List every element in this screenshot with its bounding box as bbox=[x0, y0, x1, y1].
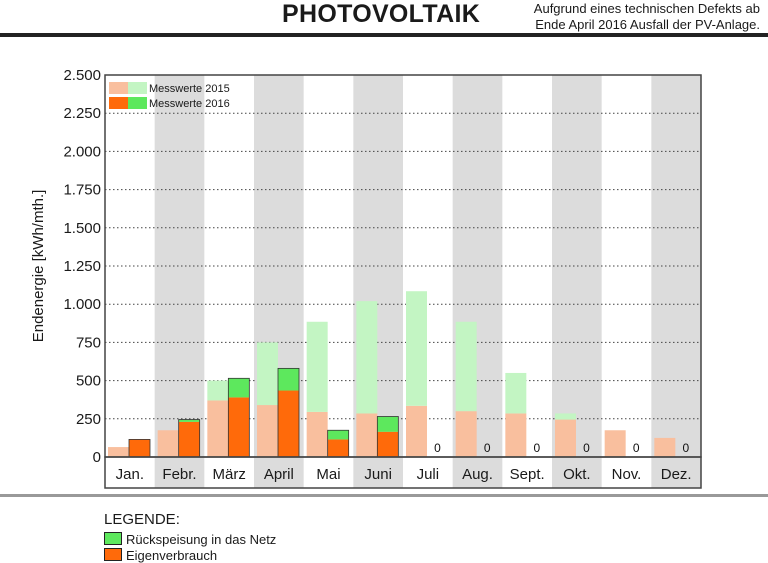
x-tick-label: Dez. bbox=[661, 466, 692, 483]
bar-2015-eigenverbrauch bbox=[356, 413, 378, 457]
y-tick-label: 2.000 bbox=[63, 143, 101, 160]
legend-swatch-rueckspeisung bbox=[104, 532, 122, 545]
y-tick-label: 1.000 bbox=[63, 296, 101, 313]
bar-2015-rueckspeisung bbox=[257, 342, 278, 406]
month-stripe bbox=[651, 75, 701, 488]
bar-2016-eigenverbrauch bbox=[228, 397, 250, 457]
bar-2015-rueckspeisung bbox=[356, 301, 378, 414]
bar-2015-eigenverbrauch bbox=[555, 419, 576, 457]
defect-note-line-1: Aufgrund eines technischen Defekts ab bbox=[533, 1, 760, 16]
zero-value-label: 0 bbox=[633, 441, 640, 455]
legend-label-eigenverbrauch: Eigenverbrauch bbox=[126, 548, 218, 563]
x-tick-label: Aug. bbox=[462, 466, 493, 483]
bar-2015-rueckspeisung bbox=[306, 321, 328, 412]
x-tick-label: Juni bbox=[364, 466, 392, 483]
defect-note: Aufgrund eines technischen Defekts ab En… bbox=[534, 1, 760, 33]
zero-value-label: 0 bbox=[434, 441, 441, 455]
bar-2016-rueckspeisung bbox=[278, 368, 299, 391]
bar-2015-eigenverbrauch bbox=[207, 400, 229, 457]
x-tick-label: März bbox=[212, 466, 245, 483]
y-tick-label: 750 bbox=[76, 334, 101, 351]
x-tick-label: Juli bbox=[417, 466, 440, 483]
bar-2015-rueckspeisung bbox=[505, 372, 527, 414]
legend-title: LEGENDE: bbox=[104, 511, 180, 528]
y-tick-label: 1.750 bbox=[63, 182, 101, 199]
bar-2015-eigenverbrauch bbox=[654, 437, 676, 457]
bar-2015-eigenverbrauch bbox=[406, 405, 427, 457]
x-tick-label: Mai bbox=[316, 466, 340, 483]
bar-2016-eigenverbrauch bbox=[327, 439, 349, 457]
bar-2015-eigenverbrauch bbox=[505, 413, 527, 457]
bar-2015-rueckspeisung bbox=[406, 291, 427, 406]
bar-2016-eigenverbrauch bbox=[278, 390, 299, 457]
y-tick-label: 2.500 bbox=[63, 67, 101, 84]
bar-2015-rueckspeisung bbox=[555, 413, 576, 420]
footer-rule bbox=[0, 494, 768, 497]
bar-2016-rueckspeisung bbox=[178, 419, 200, 422]
header-rule bbox=[0, 33, 768, 37]
y-axis-title: Endenergie [kWh/mth.] bbox=[30, 190, 47, 343]
legend-label: Messwerte 2016 bbox=[149, 98, 230, 110]
bar-2015-rueckspeisung bbox=[455, 321, 477, 412]
x-tick-label: Okt. bbox=[563, 466, 591, 483]
legend-label: Messwerte 2015 bbox=[149, 83, 230, 95]
bar-2016-eigenverbrauch bbox=[377, 431, 399, 457]
x-tick-label: Nov. bbox=[612, 466, 642, 483]
x-tick-label: Febr. bbox=[162, 466, 196, 483]
y-tick-label: 500 bbox=[76, 373, 101, 390]
zero-value-label: 0 bbox=[583, 441, 590, 455]
y-tick-label: 1.250 bbox=[63, 258, 101, 275]
legend-item-rueckspeisung: Rückspeisung in das Netz bbox=[104, 532, 277, 547]
legend-swatch-eigenverbrauch bbox=[104, 548, 122, 561]
x-tick-label: April bbox=[264, 466, 294, 483]
bar-2015-eigenverbrauch bbox=[306, 411, 328, 457]
bar-2016-eigenverbrauch bbox=[178, 421, 200, 457]
chart-title: PHOTOVOLTAIK bbox=[282, 0, 481, 28]
bar-2015-eigenverbrauch bbox=[455, 411, 477, 457]
zero-value-label: 0 bbox=[533, 441, 540, 455]
legend-swatch-rueck bbox=[128, 97, 147, 109]
legend-swatch-eigen bbox=[109, 82, 128, 94]
bar-2015-rueckspeisung bbox=[207, 380, 229, 401]
bar-2016-rueckspeisung bbox=[377, 416, 399, 432]
y-tick-label: 0 bbox=[93, 449, 101, 466]
x-tick-label: Jan. bbox=[116, 466, 144, 483]
y-tick-label: 1.500 bbox=[63, 220, 101, 237]
bar-2016-rueckspeisung bbox=[228, 378, 250, 398]
defect-note-line-2: Ende April 2016 Ausfall der PV-Anlage. bbox=[535, 17, 760, 32]
zero-value-label: 0 bbox=[484, 441, 491, 455]
legend-swatch-eigen bbox=[109, 97, 128, 109]
y-tick-label: 2.250 bbox=[63, 105, 101, 122]
bar-2016-eigenverbrauch bbox=[129, 439, 150, 457]
bar-2015-eigenverbrauch bbox=[108, 447, 129, 457]
x-label-frame bbox=[104, 456, 702, 489]
x-tick-label: Sept. bbox=[510, 466, 545, 483]
legend-swatch-rueck bbox=[128, 82, 147, 94]
bar-2015-eigenverbrauch bbox=[257, 405, 278, 457]
legend-item-eigenverbrauch: Eigenverbrauch bbox=[104, 548, 218, 563]
zero-value-label: 0 bbox=[682, 441, 689, 455]
bar-chart: Jan. Febr. März April Mai Juni 0 Juli 0 Aug. 0 Sept… bbox=[30, 67, 702, 489]
bar-2015-eigenverbrauch bbox=[157, 430, 179, 457]
bar-2016-rueckspeisung bbox=[327, 430, 349, 440]
bar-2015-eigenverbrauch bbox=[604, 430, 626, 457]
y-tick-label: 250 bbox=[76, 411, 101, 428]
legend-label-rueckspeisung: Rückspeisung in das Netz bbox=[126, 532, 277, 547]
